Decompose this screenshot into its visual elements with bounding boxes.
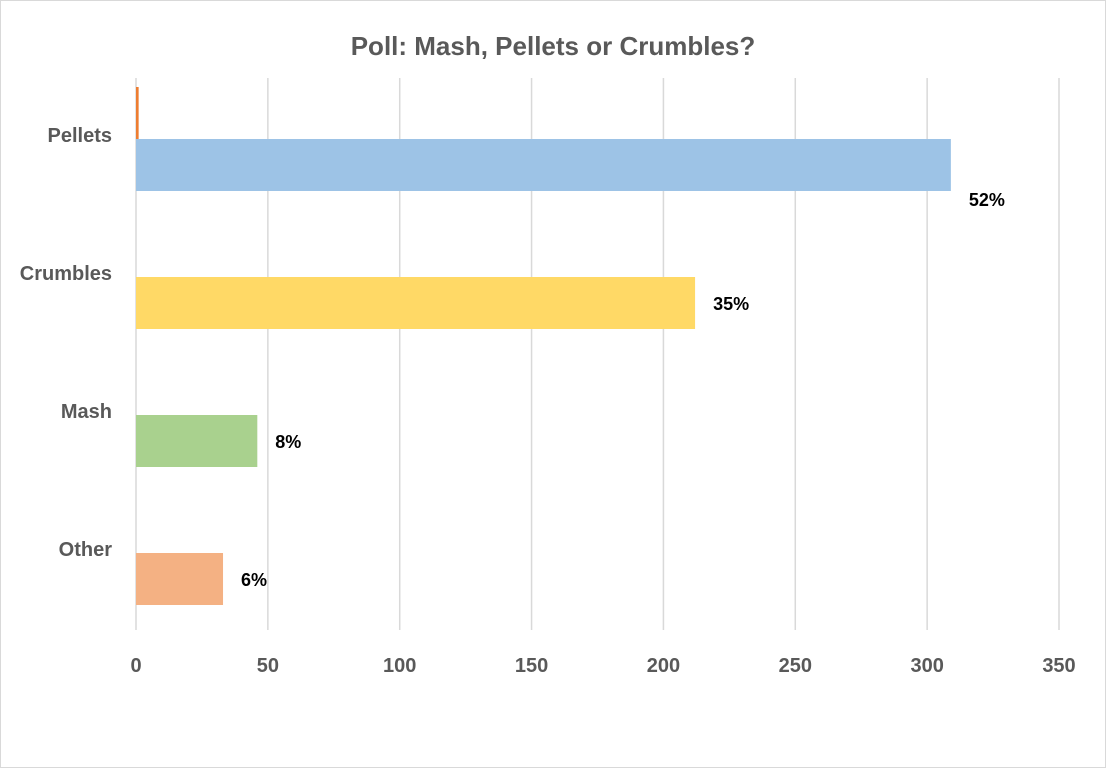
chart-title: Poll: Mash, Pellets or Crumbles? [351,31,756,61]
category-labels: Pellets Crumbles Mash Other [20,125,112,561]
category-label: Pellets [48,125,112,147]
x-tick-label: 0 [130,655,141,677]
category-label: Mash [61,401,112,423]
x-tick-label: 150 [515,655,548,677]
bar-pellets [136,139,951,191]
data-label: 8% [275,432,301,452]
x-tick-label: 100 [383,655,416,677]
x-axis-ticks: 0 50 100 150 200 250 300 350 [130,655,1075,677]
x-tick-label: 250 [779,655,812,677]
bars [136,87,951,605]
x-tick-label: 350 [1042,655,1075,677]
bar-mash [136,415,258,467]
data-label: 35% [713,294,749,314]
x-tick-label: 50 [257,655,279,677]
category-label: Other [59,539,113,561]
x-tick-label: 300 [910,655,943,677]
x-tick-label: 200 [647,655,680,677]
bar-secondary-pellets [136,87,139,139]
bar-other [136,553,224,605]
data-label: 6% [241,570,267,590]
category-label: Crumbles [20,263,112,285]
data-label: 52% [969,190,1005,210]
bar-crumbles [136,277,696,329]
data-labels: 52% 35% 8% 6% [241,190,1005,590]
